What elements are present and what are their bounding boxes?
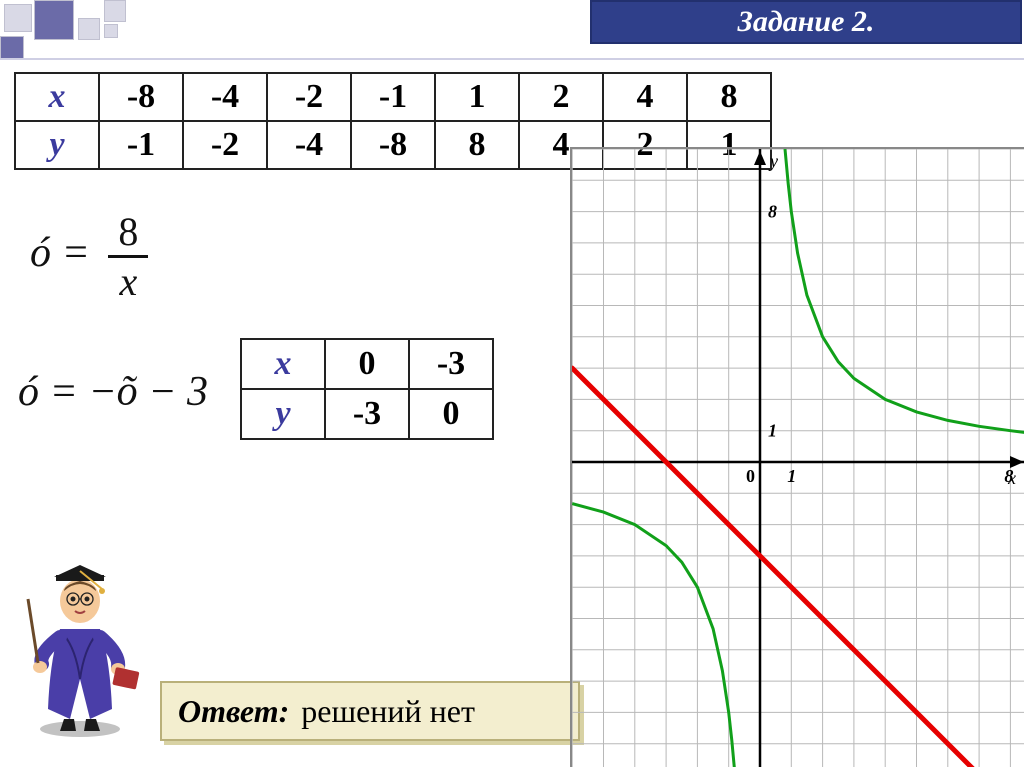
task-title: Задание 2. [738, 5, 875, 38]
svg-text:8: 8 [768, 202, 777, 222]
cell: -8 [99, 73, 183, 121]
fraction: 8 x [108, 208, 148, 305]
graph-chart: 81180yx [570, 147, 1024, 767]
equation-line: ó = −õ − 3 [18, 368, 208, 416]
equation-hyperbola: ó = 8 x [30, 208, 148, 305]
cell: 0 [409, 389, 493, 439]
row-header-y: y [241, 389, 325, 439]
cell: -3 [325, 389, 409, 439]
values-table-2: x 0 -3 y -3 0 [240, 338, 494, 440]
svg-text:x: x [1007, 468, 1016, 488]
answer-label: Ответ: [178, 693, 289, 730]
task-ribbon: Задание 2. [590, 0, 1022, 44]
row-header-x: x [241, 339, 325, 389]
answer-text: решений нет [301, 693, 475, 730]
eq-text: ó = −õ − 3 [18, 369, 208, 415]
cell: 4 [603, 73, 687, 121]
answer-box: Ответ: решений нет [160, 681, 580, 741]
cell: -2 [267, 73, 351, 121]
table-row: y -3 0 [241, 389, 493, 439]
cell: -1 [99, 121, 183, 169]
fraction-denominator: x [108, 258, 148, 305]
row-header-y: y [15, 121, 99, 169]
fraction-numerator: 8 [108, 208, 148, 258]
cell: -4 [183, 73, 267, 121]
cell: -3 [409, 339, 493, 389]
graduate-icon [20, 559, 140, 739]
eq-lhs: ó = [30, 230, 90, 276]
svg-text:0: 0 [746, 466, 755, 486]
cell: 1 [435, 73, 519, 121]
cell: 0 [325, 339, 409, 389]
table-row: x -8 -4 -2 -1 1 2 4 8 [15, 73, 771, 121]
corner-decoration [0, 0, 200, 60]
cell: 8 [687, 73, 771, 121]
svg-text:y: y [768, 151, 778, 171]
cell: -2 [183, 121, 267, 169]
cell: -4 [267, 121, 351, 169]
row-header-x: x [15, 73, 99, 121]
cell: -1 [351, 73, 435, 121]
cell: 8 [435, 121, 519, 169]
svg-text:1: 1 [768, 421, 777, 441]
table-row: x 0 -3 [241, 339, 493, 389]
svg-text:1: 1 [787, 466, 796, 486]
cell: 2 [519, 73, 603, 121]
top-divider [0, 58, 1024, 60]
cell: -8 [351, 121, 435, 169]
